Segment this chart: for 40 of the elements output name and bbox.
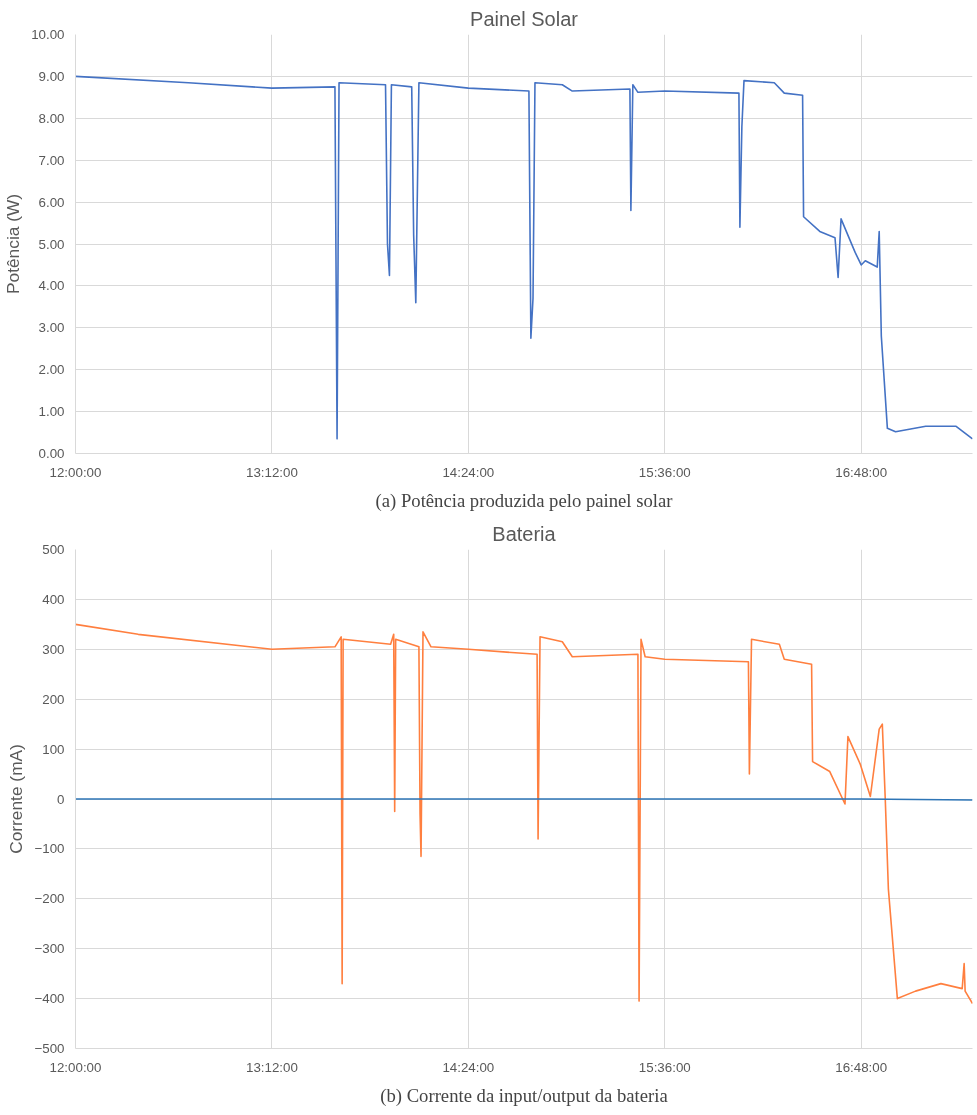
line-series — [75, 623, 973, 1005]
x-tick-label: 16:48:00 — [835, 464, 888, 480]
y-tick-label: 300 — [42, 641, 65, 657]
y-tick-label: 2.00 — [38, 362, 65, 378]
x-tick-label: 15:36:00 — [638, 1059, 691, 1075]
line-series — [75, 75, 973, 440]
y-tick-label: 6.00 — [38, 194, 65, 210]
y-tick-label: 7.00 — [38, 152, 65, 168]
y-tick-label: 1.00 — [38, 404, 65, 420]
y-tick-label: 400 — [42, 591, 65, 607]
y-tick-label: 5.00 — [38, 236, 65, 252]
y-tick-label: −200 — [34, 891, 65, 907]
chart-title: Painel Solar — [470, 7, 579, 30]
x-tick-label: 16:48:00 — [835, 1059, 888, 1075]
y-tick-label: 10.00 — [31, 27, 65, 42]
y-tick-label: 100 — [42, 741, 65, 757]
x-tick-label: 12:00:00 — [49, 1059, 102, 1075]
x-tick-label: 14:24:00 — [442, 1059, 495, 1075]
y-tick-label: −500 — [34, 1041, 65, 1056]
y-tick-label: 500 — [42, 542, 65, 557]
x-tick-label: 15:36:00 — [638, 464, 691, 480]
y-tick-label: 0 — [57, 791, 65, 807]
x-tick-label: 13:12:00 — [245, 464, 298, 480]
y-tick-label: 9.00 — [38, 68, 65, 84]
y-axis-title: Potência (W) — [3, 193, 24, 295]
y-tick-label: −300 — [34, 941, 65, 957]
y-tick-label: 4.00 — [38, 278, 65, 294]
y-tick-label: 8.00 — [38, 110, 65, 126]
text: (a) Potência produzida pelo painel solar — [375, 489, 674, 512]
x-tick-label: 13:12:00 — [245, 1059, 298, 1075]
x-tick-label: 14:24:00 — [442, 464, 495, 480]
y-tick-label: 0.00 — [38, 446, 65, 461]
x-tick-label: 12:00:00 — [49, 464, 102, 480]
chart-title: Bateria — [492, 522, 557, 545]
text: (b) Corrente da input/output da bateria — [380, 1084, 669, 1107]
y-tick-label: 3.00 — [38, 320, 65, 336]
y-tick-label: −100 — [34, 841, 65, 857]
y-tick-label: −400 — [34, 991, 65, 1007]
y-tick-label: 200 — [42, 691, 65, 707]
y-axis-title: Corrente (mA) — [6, 744, 27, 854]
